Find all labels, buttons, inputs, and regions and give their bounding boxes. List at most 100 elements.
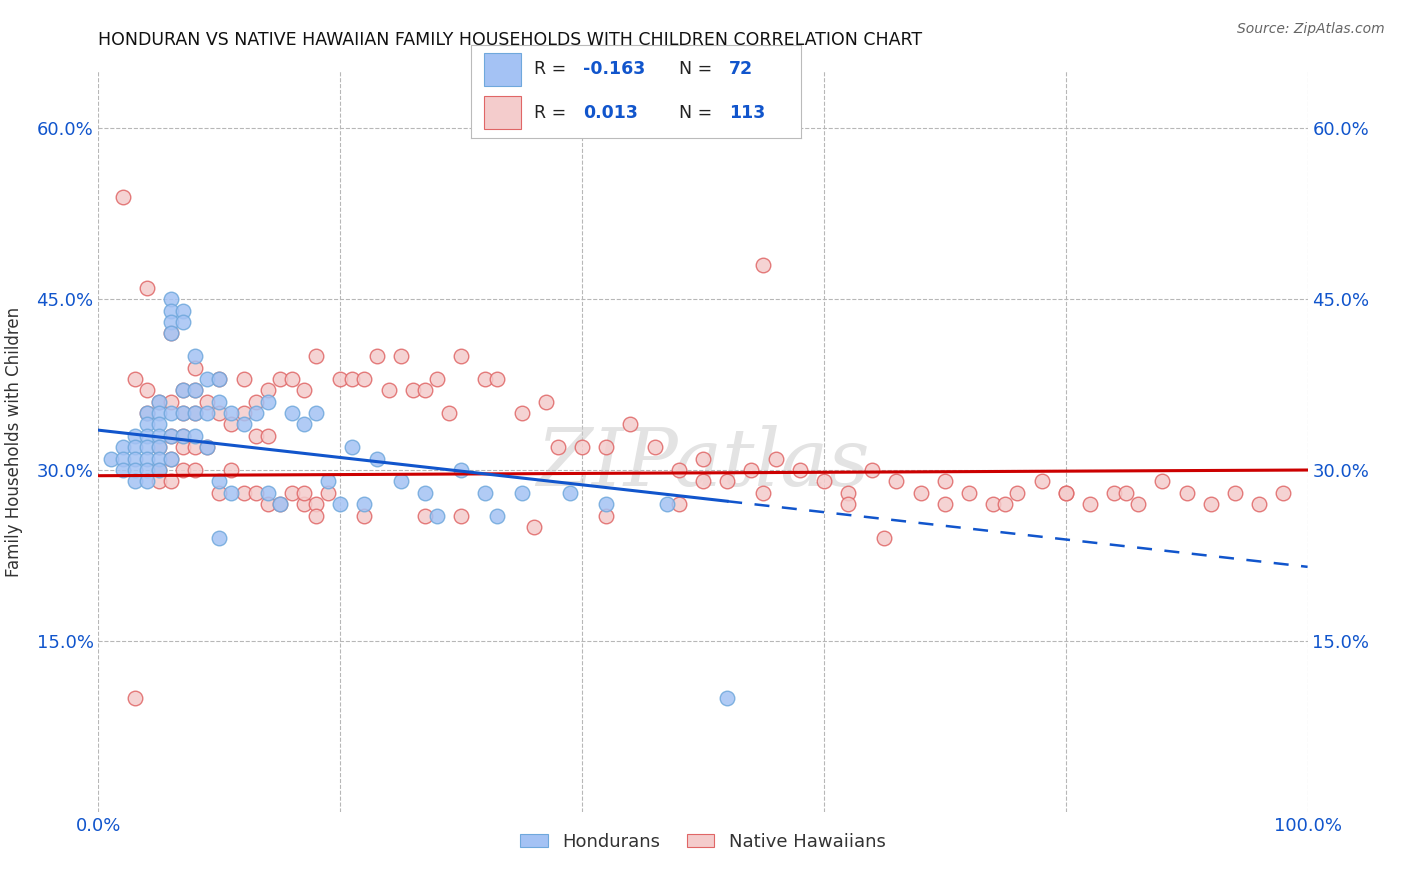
Point <box>957 485 980 500</box>
Text: HONDURAN VS NATIVE HAWAIIAN FAMILY HOUSEHOLDS WITH CHILDREN CORRELATION CHART: HONDURAN VS NATIVE HAWAIIAN FAMILY HOUSE… <box>98 31 922 49</box>
Point <box>305 508 328 523</box>
Point <box>172 315 194 329</box>
Point <box>305 349 328 363</box>
Point <box>184 440 207 454</box>
Point <box>124 451 146 466</box>
Point <box>221 463 243 477</box>
Point <box>523 520 546 534</box>
Point <box>208 394 231 409</box>
Point <box>269 372 291 386</box>
Point <box>195 372 218 386</box>
Text: 72: 72 <box>728 61 752 78</box>
Point <box>221 417 243 432</box>
Point <box>740 463 762 477</box>
Point <box>148 406 170 420</box>
Point <box>342 440 364 454</box>
Point <box>873 532 896 546</box>
Point <box>486 372 509 386</box>
Point <box>486 508 509 523</box>
Point <box>389 475 412 489</box>
Point <box>160 326 183 341</box>
Point <box>692 451 714 466</box>
Text: 0.013: 0.013 <box>583 103 638 121</box>
Point <box>619 417 641 432</box>
Point <box>232 372 254 386</box>
Point <box>1152 475 1174 489</box>
Point <box>256 497 278 511</box>
Point <box>245 485 267 500</box>
Point <box>172 384 194 398</box>
Point <box>668 497 690 511</box>
Point <box>256 384 278 398</box>
Point <box>353 497 375 511</box>
Text: 113: 113 <box>728 103 765 121</box>
Point <box>135 475 157 489</box>
Text: -0.163: -0.163 <box>583 61 645 78</box>
Point <box>148 417 170 432</box>
Point <box>124 475 146 489</box>
Point <box>437 406 460 420</box>
Point <box>195 440 218 454</box>
Point <box>232 417 254 432</box>
Point <box>366 349 388 363</box>
Point <box>184 463 207 477</box>
Point <box>1054 485 1077 500</box>
Point <box>1102 485 1125 500</box>
Point <box>184 406 207 420</box>
Point <box>160 406 183 420</box>
Point <box>245 429 267 443</box>
Point <box>172 429 194 443</box>
Point <box>329 497 352 511</box>
Point <box>135 406 157 420</box>
Point <box>208 532 231 546</box>
Point <box>221 406 243 420</box>
Point <box>305 406 328 420</box>
Point <box>813 475 835 489</box>
Point <box>292 417 315 432</box>
Point <box>716 690 738 705</box>
Point <box>668 463 690 477</box>
Point <box>208 485 231 500</box>
Point <box>195 440 218 454</box>
Point <box>281 485 304 500</box>
Point <box>148 463 170 477</box>
Point <box>245 394 267 409</box>
Text: ZIPatlas: ZIPatlas <box>536 425 870 502</box>
Point <box>450 508 472 523</box>
Point <box>269 497 291 511</box>
Point <box>111 440 134 454</box>
Y-axis label: Family Households with Children: Family Households with Children <box>4 307 22 576</box>
Point <box>981 497 1004 511</box>
Point <box>571 440 593 454</box>
Point <box>124 463 146 477</box>
Point <box>1128 497 1150 511</box>
Point <box>316 485 339 500</box>
Point <box>256 394 278 409</box>
Point <box>994 497 1017 511</box>
Point <box>752 485 775 500</box>
Point <box>135 429 157 443</box>
Point <box>124 440 146 454</box>
FancyBboxPatch shape <box>484 53 520 86</box>
Point <box>1272 485 1295 500</box>
Point <box>547 440 569 454</box>
Point <box>208 475 231 489</box>
Point <box>111 189 134 203</box>
Point <box>474 372 496 386</box>
Text: R =: R = <box>534 61 571 78</box>
Point <box>595 497 617 511</box>
Point <box>450 349 472 363</box>
Point <box>208 406 231 420</box>
Point <box>160 326 183 341</box>
Point <box>256 485 278 500</box>
Point <box>172 440 194 454</box>
Point <box>184 429 207 443</box>
Point <box>148 394 170 409</box>
Point <box>245 406 267 420</box>
Point <box>172 406 194 420</box>
Point <box>389 349 412 363</box>
Point <box>837 497 859 511</box>
Point <box>510 485 533 500</box>
Point <box>860 463 883 477</box>
Point <box>1115 485 1137 500</box>
